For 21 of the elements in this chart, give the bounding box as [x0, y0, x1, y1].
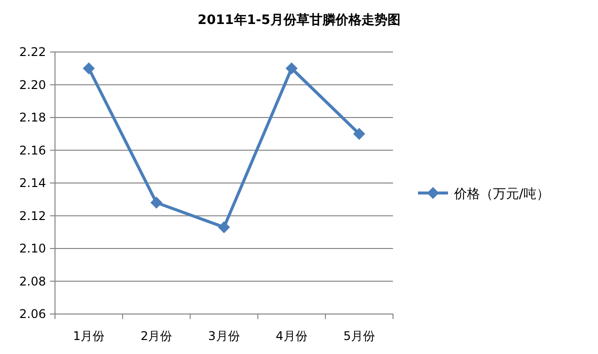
y-tick-label: 2.10 [19, 242, 46, 256]
x-tick-label: 3月份 [208, 329, 240, 343]
y-tick-label: 2.16 [19, 143, 46, 158]
y-tick-label: 2.18 [19, 110, 46, 124]
x-tick-label: 5月份 [343, 329, 376, 343]
y-tick-label: 2.08 [19, 274, 46, 288]
y-tick-label: 2.12 [19, 208, 46, 223]
x-tick-label: 2月份 [140, 329, 172, 343]
point [82, 62, 95, 74]
point [150, 196, 162, 209]
x-tick-label: 1月份 [72, 329, 105, 343]
point [353, 128, 366, 140]
y-tick-label: 2.22 [19, 45, 46, 59]
x-tick-label: 4月份 [276, 329, 308, 343]
y-tick-label: 2.06 [19, 307, 46, 321]
y-tick-label: 2.20 [19, 78, 46, 92]
y-tick-label: 2.14 [19, 176, 46, 190]
legend-label: 价格（万元/吨） [453, 187, 550, 202]
chart-title: 2011年1-5月份草甘膦价格走势图 [198, 12, 400, 28]
point [218, 221, 230, 234]
point [286, 62, 298, 74]
